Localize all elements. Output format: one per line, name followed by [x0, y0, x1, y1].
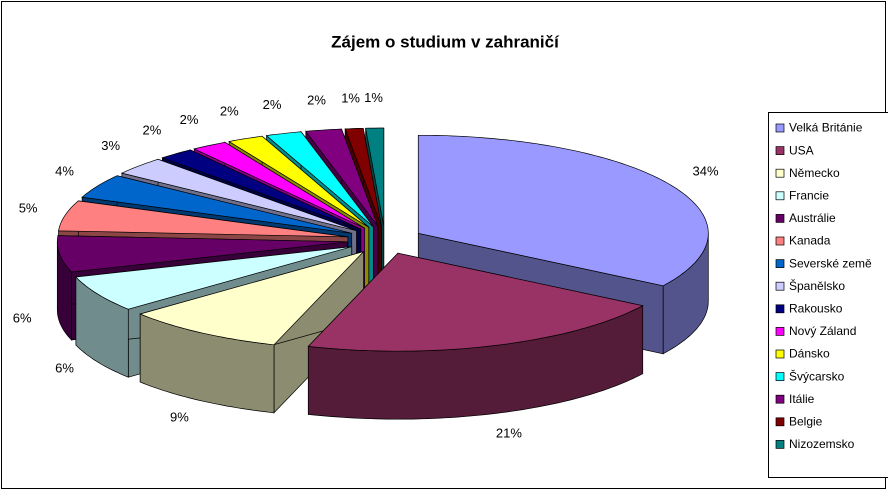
legend-label: Francie — [789, 188, 829, 202]
data-label: 2% — [263, 97, 282, 112]
data-label: 1% — [341, 91, 360, 106]
legend-label: Dánsko — [789, 347, 830, 361]
legend-label: Nizozemsko — [789, 437, 855, 451]
legend-swatch — [775, 304, 785, 314]
legend-label: Rakousko — [789, 301, 843, 315]
data-label: 1% — [364, 90, 383, 105]
slice — [307, 252, 644, 352]
legend-label: Kanada — [789, 234, 831, 248]
legend-swatch — [775, 327, 785, 336]
data-label: 34% — [692, 163, 718, 178]
slice — [56, 235, 348, 273]
data-label: 2% — [180, 112, 199, 127]
slice — [265, 131, 374, 227]
legend-swatch — [775, 417, 785, 427]
data-label: 21% — [496, 426, 522, 441]
legend-label: Severské země — [789, 256, 872, 270]
slice — [417, 134, 709, 287]
legend-box — [768, 112, 888, 478]
slice — [307, 252, 644, 420]
legend-swatch — [775, 191, 785, 201]
legend-label: Belgie — [789, 414, 823, 428]
legend-label: USA — [789, 143, 814, 157]
legend-label: Velká Británie — [789, 121, 863, 135]
legend-swatch — [775, 259, 785, 268]
data-label: 5% — [19, 201, 38, 216]
legend-label: Austrálie — [789, 211, 836, 225]
slice — [58, 200, 348, 238]
legend-swatch — [775, 440, 785, 449]
legend-swatch — [775, 281, 785, 291]
slice — [139, 250, 365, 414]
slice — [365, 127, 385, 227]
legend-swatch — [775, 123, 785, 133]
legend-label: Německo — [789, 166, 840, 180]
pie: 34% 21% 9% 6% 6% 5% 4% 3% 2% 2% 2% 2% 2% 1% 1% — [13, 90, 719, 441]
legend: Velká Británie USA Německo Francie Austrálie… — [775, 121, 872, 451]
data-label: 2% — [143, 122, 162, 137]
legend-label: Švýcarsko — [789, 368, 845, 383]
slice — [81, 175, 352, 234]
legend-swatch — [775, 394, 785, 404]
legend-swatch — [775, 146, 785, 155]
slice — [75, 246, 352, 310]
data-label: 3% — [101, 138, 120, 153]
legend-swatch — [775, 349, 785, 359]
data-label: 6% — [13, 310, 32, 325]
legend-swatch — [775, 236, 785, 246]
data-label: 9% — [170, 410, 189, 425]
data-label: 6% — [55, 361, 74, 376]
chart-title: Zájem o studium v zahraničí — [331, 32, 560, 51]
slice — [120, 158, 357, 232]
legend-label: Španělsko — [789, 278, 845, 293]
legend-label: Itálie — [789, 392, 815, 406]
legend-swatch — [775, 168, 785, 178]
legend-label: Nový Záland — [789, 324, 856, 338]
slice — [344, 127, 382, 227]
slice — [193, 141, 365, 229]
slice — [139, 250, 365, 346]
legend-swatch — [775, 214, 785, 223]
data-label: 2% — [220, 104, 239, 119]
slice — [228, 135, 370, 228]
legend-swatch — [775, 372, 785, 381]
slice — [305, 128, 379, 227]
data-label: 2% — [307, 93, 326, 108]
data-label: 4% — [55, 163, 74, 178]
slice — [161, 149, 361, 230]
